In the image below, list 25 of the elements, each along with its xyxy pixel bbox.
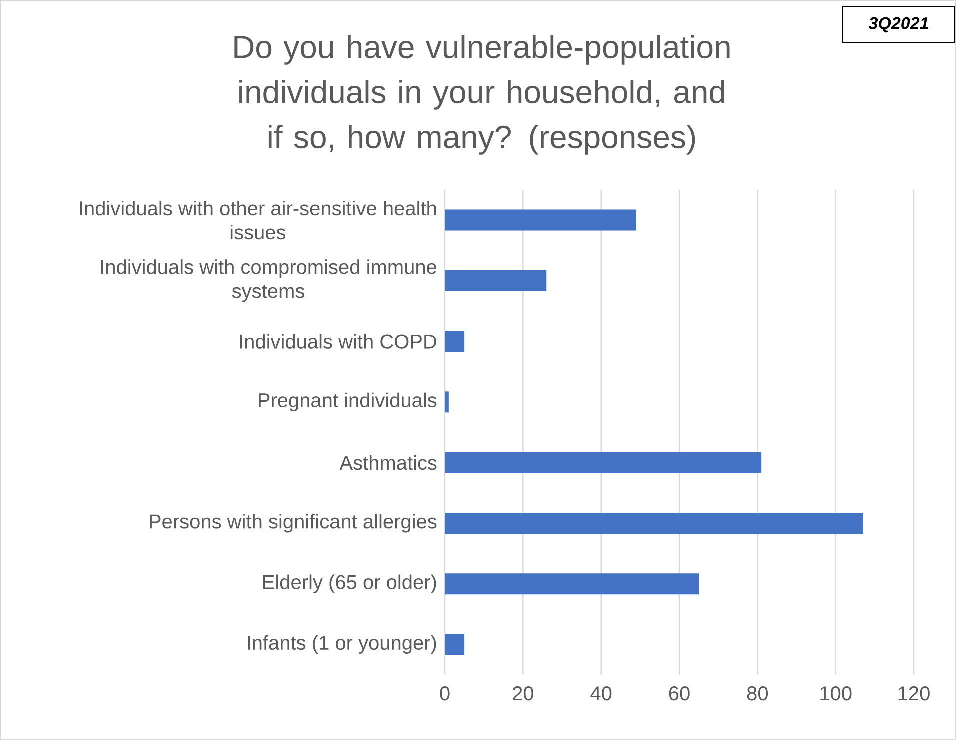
bar xyxy=(445,270,547,292)
y-tick-label: Asthmatics xyxy=(340,455,437,470)
x-tick-label: 100 xyxy=(820,686,852,701)
bar xyxy=(445,331,465,352)
bar xyxy=(445,452,762,474)
bar xyxy=(445,392,449,413)
y-tick-label: Infants (1 or younger) xyxy=(248,635,436,654)
x-tick-label: 120 xyxy=(898,686,930,701)
y-tick-label: Individuals with other air-sensitive health issues xyxy=(80,200,436,240)
x-tick-label: 80 xyxy=(747,686,768,701)
bar xyxy=(445,574,700,595)
y-tick-label: Elderly (65 or older) xyxy=(263,574,436,594)
bar xyxy=(445,634,465,656)
chart-title: Do you have vulnerable-population individuals in your household, and if so, how many? (responses) xyxy=(234,35,730,155)
x-tick-label: 60 xyxy=(669,686,690,701)
text: 3Q2021 xyxy=(868,17,928,33)
y-tick-label: Pregnant individuals xyxy=(259,392,437,412)
y-tick-label: Individuals with COPD xyxy=(240,334,436,349)
x-tick-label: 20 xyxy=(513,686,534,701)
bar xyxy=(445,512,864,534)
y-tick-label: Individuals with compromised immune systems xyxy=(101,260,437,302)
y-tick-label: Persons with significant allergies xyxy=(150,514,437,533)
x-tick-label: 40 xyxy=(590,686,612,701)
bar xyxy=(445,210,637,231)
x-tick-label: 0 xyxy=(440,686,450,701)
